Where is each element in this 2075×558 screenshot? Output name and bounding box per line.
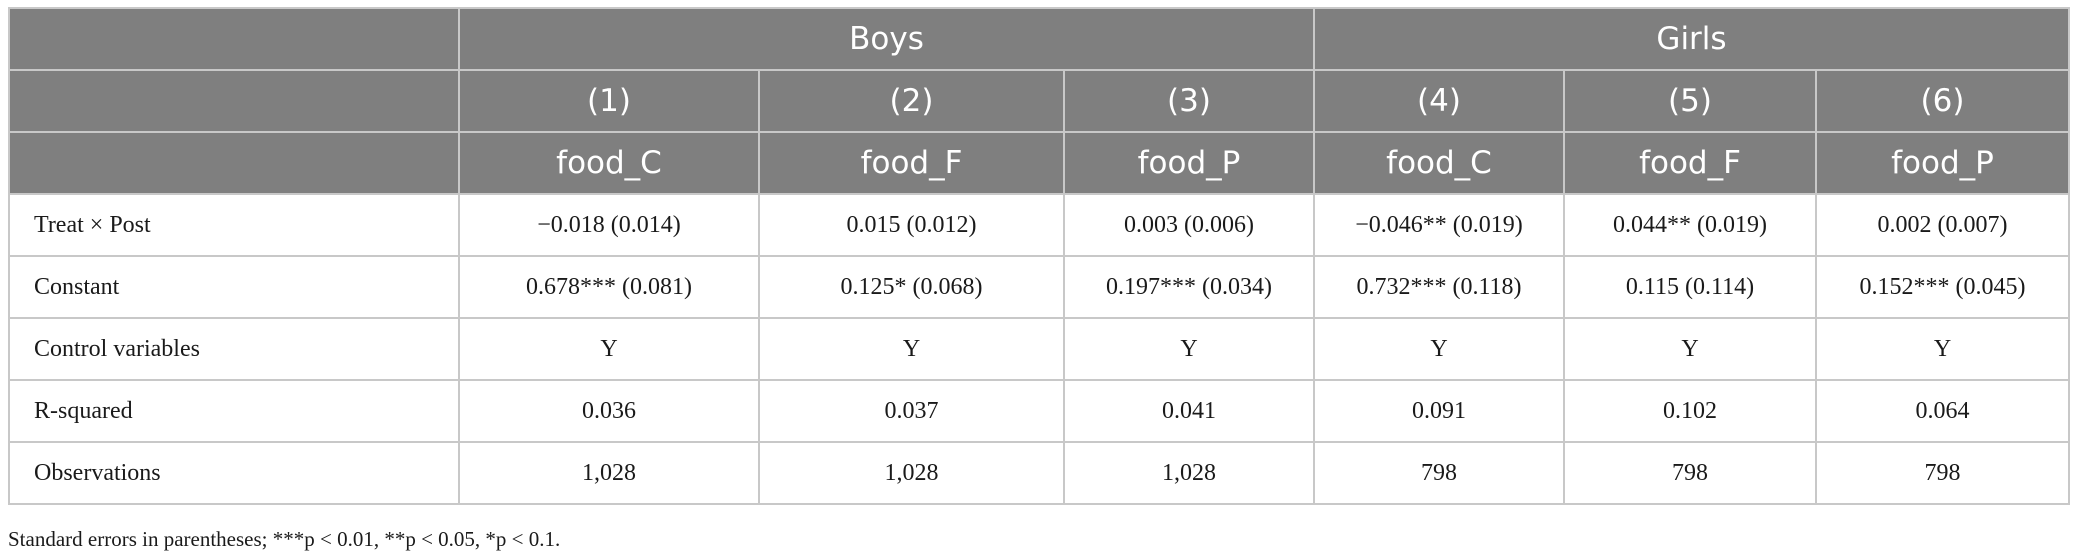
table-cell: 0.041 [1063, 379, 1315, 443]
table-cell: 0.115 (0.114) [1563, 255, 1817, 319]
table-cell: 1,028 [758, 441, 1065, 505]
table-cell: Y [1063, 317, 1315, 381]
table-cell: 0.678*** (0.081) [458, 255, 760, 319]
table-cell: Y [1313, 317, 1565, 381]
column-number-row: (1) (2) (3) (4) (5) (6) [8, 69, 2071, 133]
row-label: Treat × Post [8, 193, 460, 257]
table-row: Treat × Post −0.018 (0.014) 0.015 (0.012… [8, 193, 2071, 257]
row-label: Constant [8, 255, 460, 319]
table-row: Control variables Y Y Y Y Y Y [8, 317, 2071, 381]
group-header-girls: Girls [1312, 7, 2071, 71]
table-cell: 1,028 [1063, 441, 1315, 505]
table-footnote: Standard errors in parentheses; ***p < 0… [8, 527, 561, 551]
table-cell: 0.003 (0.006) [1063, 193, 1315, 257]
table-cell: Y [458, 317, 760, 381]
column-outcome: food_P [1063, 131, 1315, 195]
column-number: (3) [1063, 69, 1315, 133]
table-cell: Y [1563, 317, 1817, 381]
table-cell: 1,028 [458, 441, 760, 505]
table-row: R-squared 0.036 0.037 0.041 0.091 0.102 … [8, 379, 2071, 443]
table-cell: Y [758, 317, 1065, 381]
table-cell: 798 [1563, 441, 1817, 505]
column-outcome: food_F [1563, 131, 1817, 195]
table-cell: 0.036 [458, 379, 760, 443]
column-number: (6) [1814, 69, 2071, 133]
table-cell: 0.102 [1563, 379, 1817, 443]
table-cell: 798 [1814, 441, 2071, 505]
table-cell: 798 [1313, 441, 1565, 505]
column-outcome: food_F [758, 131, 1065, 195]
regression-table-container: Boys Girls (1) (2) (3) (4) (5) (6) food_… [8, 7, 2071, 505]
column-number: (5) [1563, 69, 1817, 133]
header-stub [8, 69, 460, 133]
table-cell: 0.125* (0.068) [758, 255, 1065, 319]
column-outcome: food_C [458, 131, 760, 195]
table-cell: 0.152*** (0.045) [1814, 255, 2071, 319]
table-cell: 0.197*** (0.034) [1063, 255, 1315, 319]
table-cell: −0.018 (0.014) [458, 193, 760, 257]
row-label: Observations [8, 441, 460, 505]
column-outcome: food_P [1814, 131, 2071, 195]
table-cell: 0.037 [758, 379, 1065, 443]
header-stub [8, 7, 460, 71]
column-outcome: food_C [1313, 131, 1565, 195]
regression-table: Boys Girls (1) (2) (3) (4) (5) (6) food_… [8, 7, 2071, 505]
group-header-boys: Boys [458, 7, 1315, 71]
group-header-row: Boys Girls [8, 7, 2071, 71]
table-cell: 0.064 [1814, 379, 2071, 443]
table-cell: 0.002 (0.007) [1814, 193, 2071, 257]
column-number: (1) [458, 69, 760, 133]
row-label: R-squared [8, 379, 460, 443]
outcome-header-row: food_C food_F food_P food_C food_F food_… [8, 131, 2071, 195]
table-row: Observations 1,028 1,028 1,028 798 798 7… [8, 441, 2071, 505]
table-cell: Y [1814, 317, 2071, 381]
table-cell: 0.044** (0.019) [1563, 193, 1817, 257]
column-number: (4) [1313, 69, 1565, 133]
table-cell: 0.091 [1313, 379, 1565, 443]
table-cell: 0.015 (0.012) [758, 193, 1065, 257]
header-stub [8, 131, 460, 195]
table-cell: 0.732*** (0.118) [1313, 255, 1565, 319]
table-row: Constant 0.678*** (0.081) 0.125* (0.068)… [8, 255, 2071, 319]
row-label: Control variables [8, 317, 460, 381]
column-number: (2) [758, 69, 1065, 133]
table-cell: −0.046** (0.019) [1313, 193, 1565, 257]
